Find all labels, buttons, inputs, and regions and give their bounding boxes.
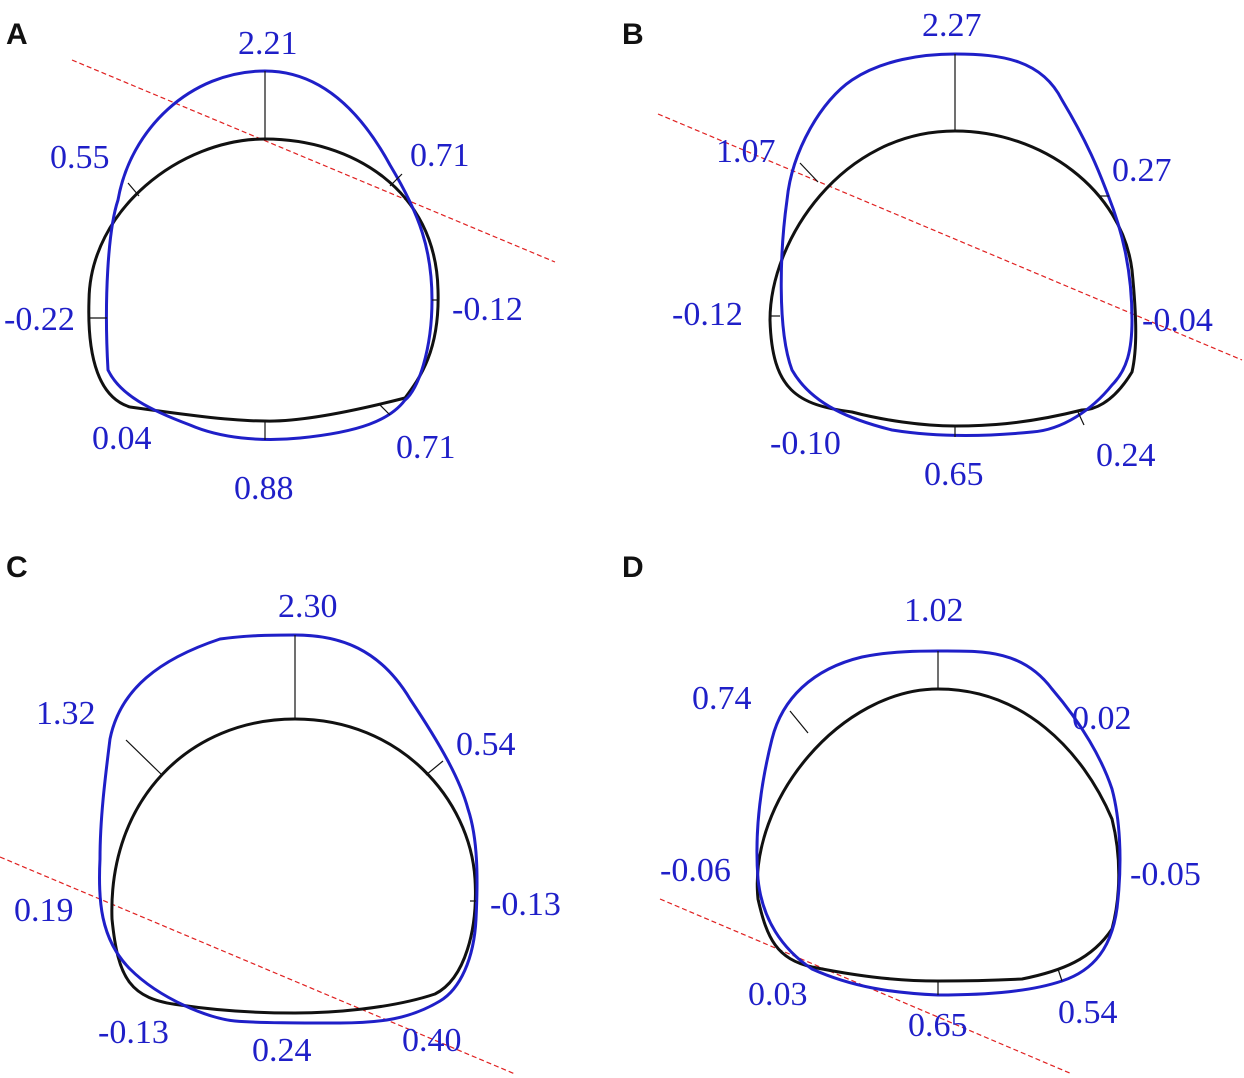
reference-line	[657, 113, 1243, 361]
value-bottom: 0.88	[234, 470, 294, 507]
value-upper-left: 1.07	[716, 133, 776, 170]
panel-b-figure: B 2.27 1.07 0.27 -0.12 -0.04 -0.10 0.65 …	[622, 7, 1243, 493]
value-bottom: 0.24	[252, 1032, 312, 1069]
value-top: 2.30	[278, 588, 338, 625]
value-lower-left: -0.13	[98, 1014, 169, 1051]
original-profile	[755, 687, 1121, 983]
value-upper-right: 0.27	[1112, 152, 1172, 189]
panel-d-letter: D	[622, 551, 644, 584]
value-top: 1.02	[904, 592, 964, 629]
panel-b-letter: B	[622, 18, 644, 51]
value-upper-right: 0.71	[410, 137, 470, 174]
value-top: 2.21	[238, 25, 298, 62]
value-lower-right: 0.24	[1096, 437, 1156, 474]
value-upper-left: 0.55	[50, 139, 110, 176]
value-right: -0.12	[452, 291, 523, 328]
measurement-ticks	[789, 651, 1063, 995]
panel-c: C 2.30 1.32 0.54 0.19 -0.13 -0.13 0.24 0…	[0, 539, 622, 1078]
value-lower-left: 0.04	[92, 420, 152, 457]
original-profile	[110, 717, 477, 1015]
value-upper-right: 0.54	[456, 726, 516, 763]
value-bottom: 0.65	[924, 456, 984, 493]
panel-c-figure: C 2.30 1.32 0.54 0.19 -0.13 -0.13 0.24 0…	[0, 551, 561, 1075]
original-profile	[87, 137, 440, 423]
panel-c-letter: C	[6, 551, 28, 584]
value-upper-left: 1.32	[36, 695, 96, 732]
deformed-profile	[104, 69, 434, 441]
panel-a-figure: A 2.21 0.55 0.71 -0.22 -0.12 0.04 0.88 0…	[4, 18, 556, 507]
panel-b: B 2.27 1.07 0.27 -0.12 -0.04 -0.10 0.65 …	[622, 0, 1244, 539]
value-left: -0.22	[4, 301, 75, 338]
value-lower-left: 0.03	[748, 976, 808, 1013]
deformed-profile	[779, 52, 1134, 437]
panel-d: D 1.02 0.74 0.02 -0.06 -0.05 0.03 0.65 0…	[622, 539, 1244, 1078]
value-bottom: 0.65	[908, 1007, 968, 1044]
value-lower-left: -0.10	[770, 425, 841, 462]
panel-a-letter: A	[6, 18, 28, 51]
value-left: 0.19	[14, 892, 74, 929]
deformed-profile	[755, 649, 1122, 997]
value-right: -0.04	[1142, 302, 1213, 339]
reference-line	[0, 856, 516, 1075]
measurement-ticks	[770, 54, 1109, 437]
value-upper-right: 0.02	[1072, 700, 1132, 737]
value-lower-right: 0.54	[1058, 994, 1118, 1031]
measurement-ticks	[89, 71, 438, 440]
value-left: -0.06	[660, 852, 731, 889]
value-lower-right: 0.71	[396, 429, 456, 466]
value-lower-right: 0.40	[402, 1022, 462, 1059]
original-profile	[768, 129, 1138, 428]
value-right: -0.05	[1130, 856, 1201, 893]
reference-line	[71, 59, 556, 263]
panel-d-figure: D 1.02 0.74 0.02 -0.06 -0.05 0.03 0.65 0…	[622, 551, 1201, 1075]
deformed-profile	[97, 633, 479, 1025]
value-left: -0.12	[672, 296, 743, 333]
value-upper-left: 0.74	[692, 680, 752, 717]
reference-line	[659, 898, 1073, 1075]
value-right: -0.13	[490, 886, 561, 923]
measurement-ticks	[125, 635, 476, 902]
panel-a: A 2.21 0.55 0.71 -0.22 -0.12 0.04 0.88 0…	[0, 0, 622, 539]
value-top: 2.27	[922, 7, 982, 44]
